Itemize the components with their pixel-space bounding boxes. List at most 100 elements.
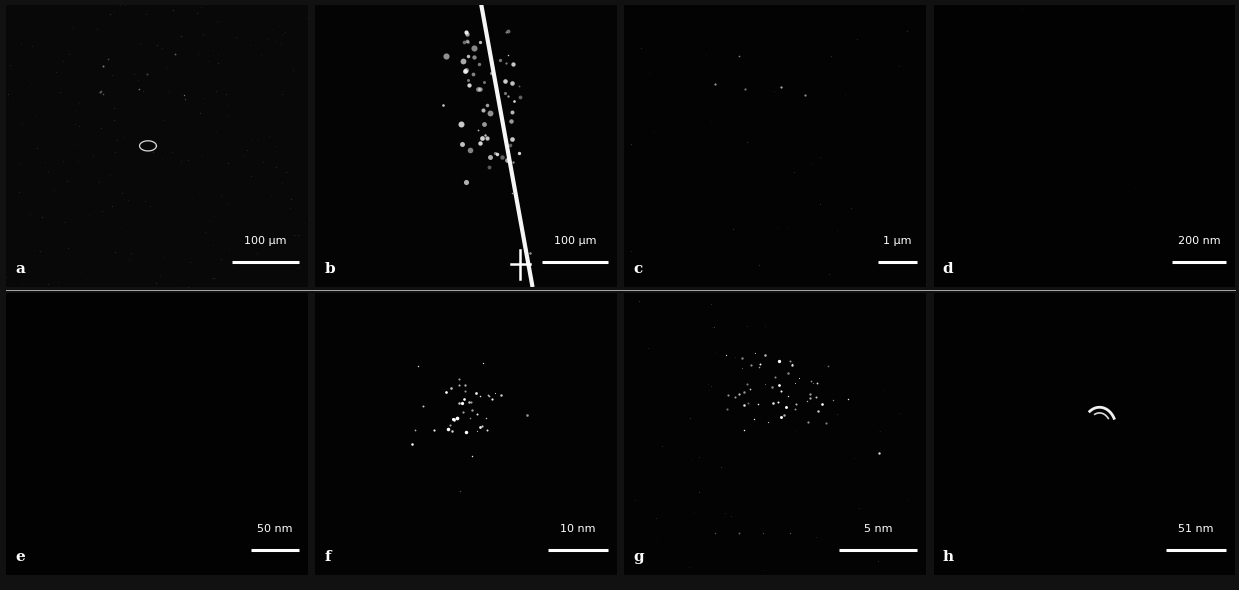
Point [196, 265, 216, 274]
Point [624, 495, 644, 504]
Point [247, 248, 266, 258]
Point [807, 392, 826, 402]
Point [748, 399, 768, 409]
Point [10, 187, 30, 196]
Point [68, 156, 88, 165]
Point [701, 299, 721, 309]
Point [622, 247, 642, 256]
Point [286, 367, 306, 376]
Point [1070, 45, 1090, 54]
Point [273, 89, 292, 99]
Point [239, 40, 259, 50]
Point [259, 131, 279, 140]
Point [99, 440, 119, 449]
Point [30, 247, 50, 256]
Point [450, 486, 470, 495]
Point [119, 254, 139, 264]
Point [68, 121, 88, 130]
Text: 50 nm: 50 nm [256, 525, 292, 535]
Point [77, 119, 97, 129]
Point [699, 385, 719, 395]
Point [503, 158, 523, 167]
Point [248, 134, 268, 143]
Point [218, 97, 238, 106]
Point [647, 533, 667, 542]
Point [206, 17, 225, 27]
Point [701, 381, 721, 391]
Point [631, 44, 650, 53]
Point [774, 410, 794, 419]
Point [939, 23, 959, 32]
Point [470, 139, 489, 148]
Point [282, 65, 302, 75]
Point [498, 51, 518, 60]
Point [166, 50, 186, 59]
Point [206, 87, 225, 96]
Point [245, 116, 265, 125]
Point [206, 128, 225, 137]
Point [161, 148, 181, 157]
Point [704, 67, 724, 77]
Point [916, 279, 935, 289]
Point [452, 398, 472, 408]
Point [795, 90, 815, 100]
Point [232, 158, 252, 167]
Point [104, 103, 124, 112]
Point [214, 208, 234, 217]
Point [784, 427, 804, 436]
Text: e: e [15, 550, 25, 564]
Point [403, 439, 422, 448]
Point [152, 44, 172, 53]
Point [424, 425, 444, 435]
Point [826, 225, 846, 235]
Point [477, 133, 497, 143]
Point [178, 282, 198, 291]
Point [146, 278, 166, 288]
Point [79, 196, 99, 206]
Point [890, 61, 909, 71]
Point [1085, 504, 1105, 513]
Point [253, 488, 273, 497]
Point [453, 38, 473, 47]
Point [233, 152, 253, 161]
Point [737, 322, 757, 331]
Text: f: f [325, 550, 331, 564]
Point [104, 115, 124, 124]
Point [258, 34, 278, 44]
Point [105, 147, 125, 156]
Point [284, 230, 304, 240]
Point [171, 156, 191, 165]
Point [491, 55, 510, 64]
Point [252, 50, 271, 60]
Point [25, 245, 45, 254]
Point [457, 36, 477, 45]
Text: 100 μm: 100 μm [244, 236, 287, 246]
Point [192, 2, 212, 12]
Point [159, 87, 178, 97]
Point [233, 77, 253, 87]
Point [478, 391, 498, 400]
Point [203, 45, 223, 55]
Point [187, 68, 207, 77]
Point [498, 91, 518, 101]
Point [217, 89, 237, 99]
Point [467, 427, 487, 436]
Point [462, 405, 482, 414]
Point [784, 168, 804, 177]
Text: 1 μm: 1 μm [883, 236, 912, 246]
Point [786, 404, 805, 414]
Point [41, 18, 61, 27]
Point [134, 86, 154, 96]
Point [800, 389, 820, 399]
Point [689, 452, 709, 461]
Point [152, 110, 172, 120]
Point [185, 32, 204, 41]
Point [778, 222, 798, 231]
Point [735, 425, 755, 435]
Point [36, 81, 56, 91]
Point [103, 202, 123, 211]
Point [58, 244, 78, 253]
Point [768, 397, 788, 407]
Point [800, 376, 820, 386]
Point [264, 149, 284, 159]
